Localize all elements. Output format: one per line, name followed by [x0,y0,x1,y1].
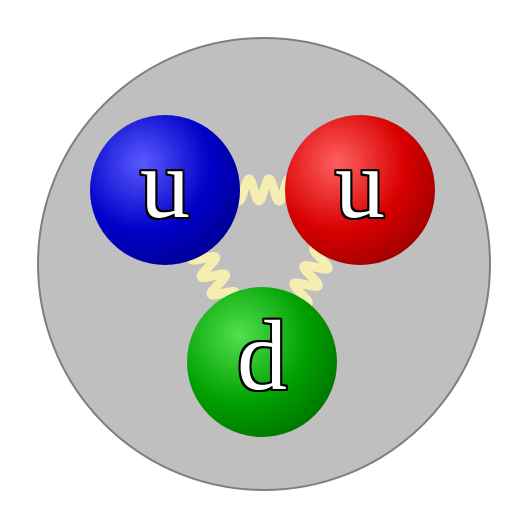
quark-u-blue: u [90,115,240,265]
proton-diagram: u ud [0,0,525,525]
quark-label-d-green: d [237,306,287,406]
gluon-u-blue-u-red [234,179,291,201]
gluon-u-red-d-green [294,248,328,304]
quark-label-u-red: u [335,134,385,234]
quark-d-green: d [187,287,337,437]
gluon-layer [0,0,525,525]
quark-u-red: u [285,115,435,265]
quark-label-u-blue: u [140,134,190,234]
